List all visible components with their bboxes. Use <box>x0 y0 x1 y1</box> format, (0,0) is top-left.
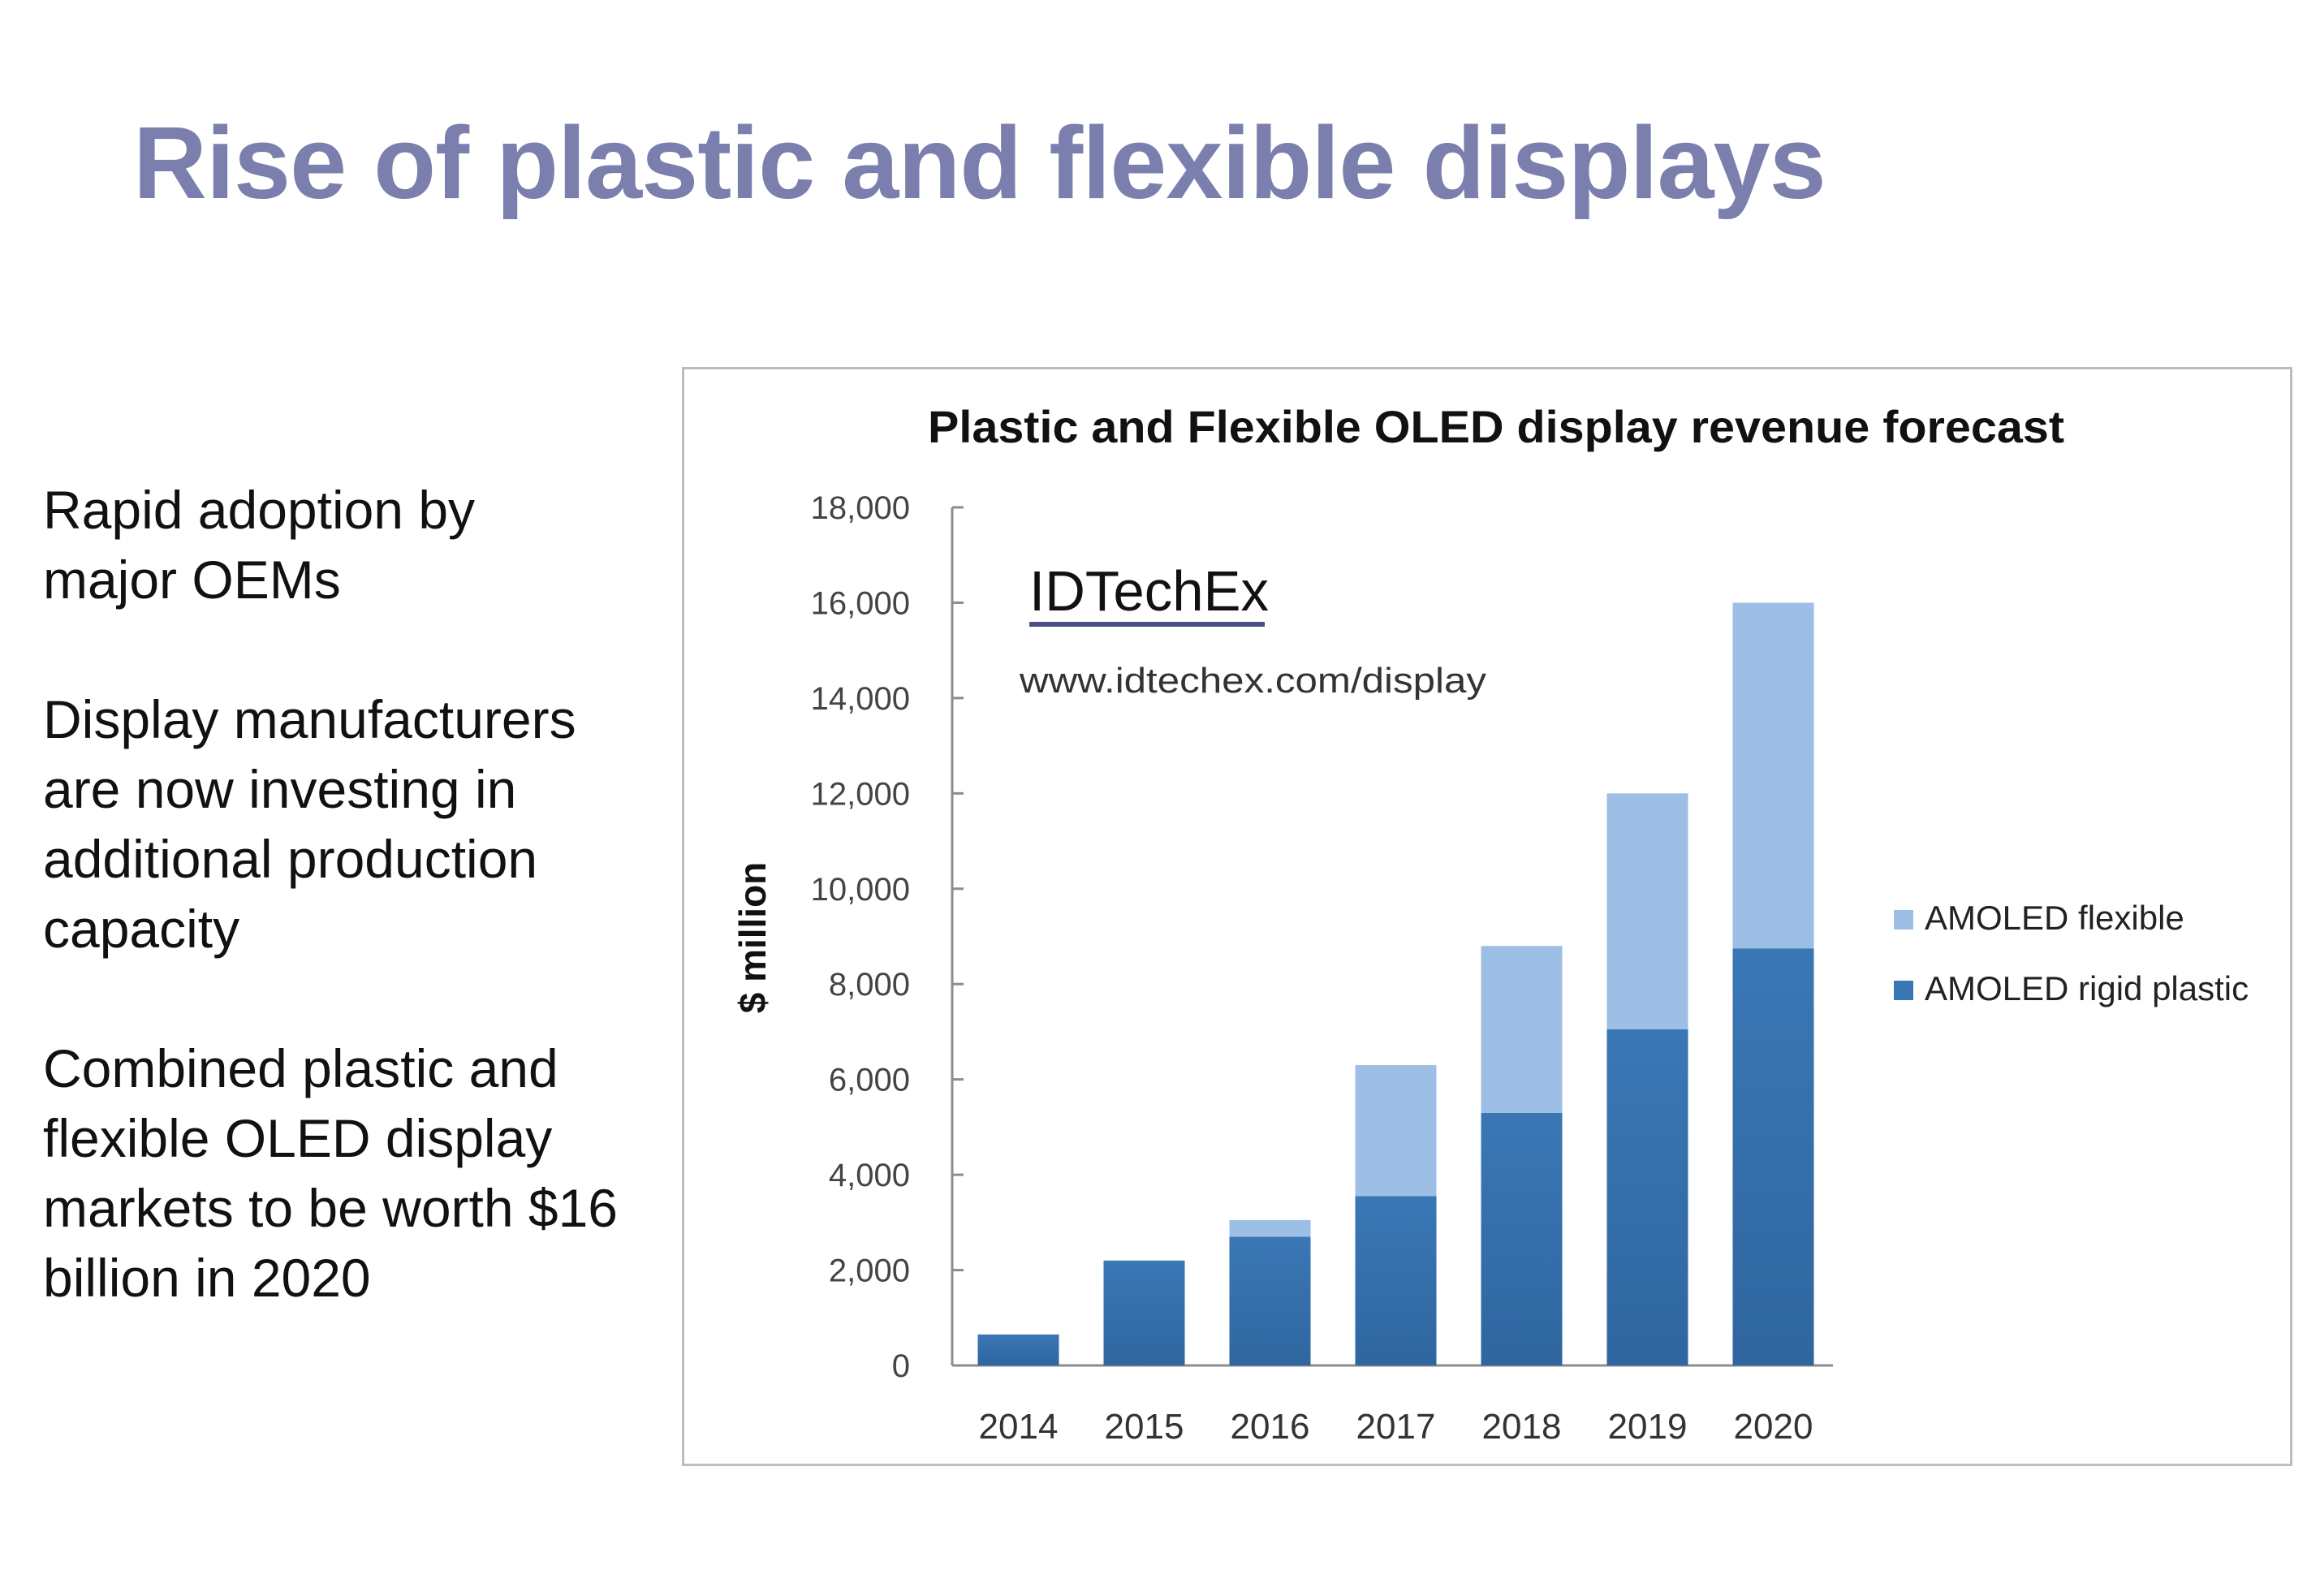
bar-amoled-flexible <box>1481 946 1563 1113</box>
chart-svg: Plastic and Flexible OLED display revenu… <box>731 401 2249 1447</box>
y-tick-label: 8,000 <box>829 967 910 1003</box>
y-tick-label: 6,000 <box>829 1063 910 1098</box>
legend-swatch <box>1894 981 1913 1000</box>
bar-amoled-flexible <box>1229 1219 1311 1237</box>
x-tick-label: 2017 <box>1356 1407 1436 1447</box>
idtechex-watermark: IDTechEx www.idtechex.com/display <box>1019 559 1486 701</box>
y-tick-label: 18,000 <box>811 490 910 526</box>
axes: 0 2,000 4,000 6,000 8,000 10,000 12,000 14,000 1… <box>811 490 1833 1384</box>
bar-amoled-rigid-plastic <box>1103 1260 1185 1365</box>
bar-amoled-flexible <box>1732 602 1814 949</box>
legend-label: AMOLED flexible <box>1925 899 2184 937</box>
watermark-underline <box>1029 622 1265 627</box>
bars: 2014 2015 2016 2017 2018 2019 2020 <box>977 602 1814 1447</box>
bar-amoled-rigid-plastic <box>1606 1029 1688 1365</box>
bar-amoled-rigid-plastic <box>1355 1196 1437 1365</box>
x-tick-label: 2016 <box>1231 1407 1310 1447</box>
y-tick-label: 0 <box>892 1348 910 1384</box>
bullet-text: Combined plastic and flexible OLED displ… <box>43 1038 619 1308</box>
slide-title: Rise of plastic and flexible displays <box>133 106 1826 220</box>
legend-swatch <box>1894 910 1913 930</box>
watermark-logo: IDTechEx <box>1029 559 1269 623</box>
chart-title: Plastic and Flexible OLED display revenu… <box>928 401 2064 452</box>
bar-amoled-rigid-plastic <box>1229 1236 1311 1365</box>
x-tick-label: 2018 <box>1482 1407 1562 1447</box>
bar-amoled-rigid-plastic <box>1732 948 1814 1365</box>
y-tick-label: 4,000 <box>829 1158 910 1193</box>
y-tick-label: 12,000 <box>811 776 910 812</box>
bar-amoled-rigid-plastic <box>1481 1112 1563 1365</box>
y-tick-label: 14,000 <box>811 681 910 717</box>
legend-label: AMOLED rigid plastic <box>1925 969 2249 1007</box>
legend: AMOLED flexible AMOLED rigid plastic <box>1894 899 2249 1007</box>
chart-container: Plastic and Flexible OLED display revenu… <box>682 367 2292 1466</box>
bar-amoled-flexible <box>1355 1065 1437 1197</box>
x-tick-label: 2019 <box>1608 1407 1688 1447</box>
x-tick-label: 2014 <box>979 1407 1059 1447</box>
bullet-text: Display manufacturers are now investing … <box>43 689 576 959</box>
y-tick-label: 2,000 <box>829 1253 910 1289</box>
bar-amoled-rigid-plastic <box>977 1334 1059 1365</box>
y-tick-label: 16,000 <box>811 585 910 621</box>
x-tick-label: 2015 <box>1105 1407 1184 1447</box>
bullet-list: Rapid adoption by major OEMs Display man… <box>43 475 660 1382</box>
bar-amoled-flexible <box>1606 793 1688 1030</box>
x-tick-label: 2020 <box>1734 1407 1813 1447</box>
y-axis-title: $ million <box>731 862 774 1014</box>
watermark-url: www.idtechex.com/display <box>1019 661 1486 701</box>
bullet-text: Rapid adoption by major OEMs <box>43 480 476 610</box>
y-tick-label: 10,000 <box>811 872 910 908</box>
